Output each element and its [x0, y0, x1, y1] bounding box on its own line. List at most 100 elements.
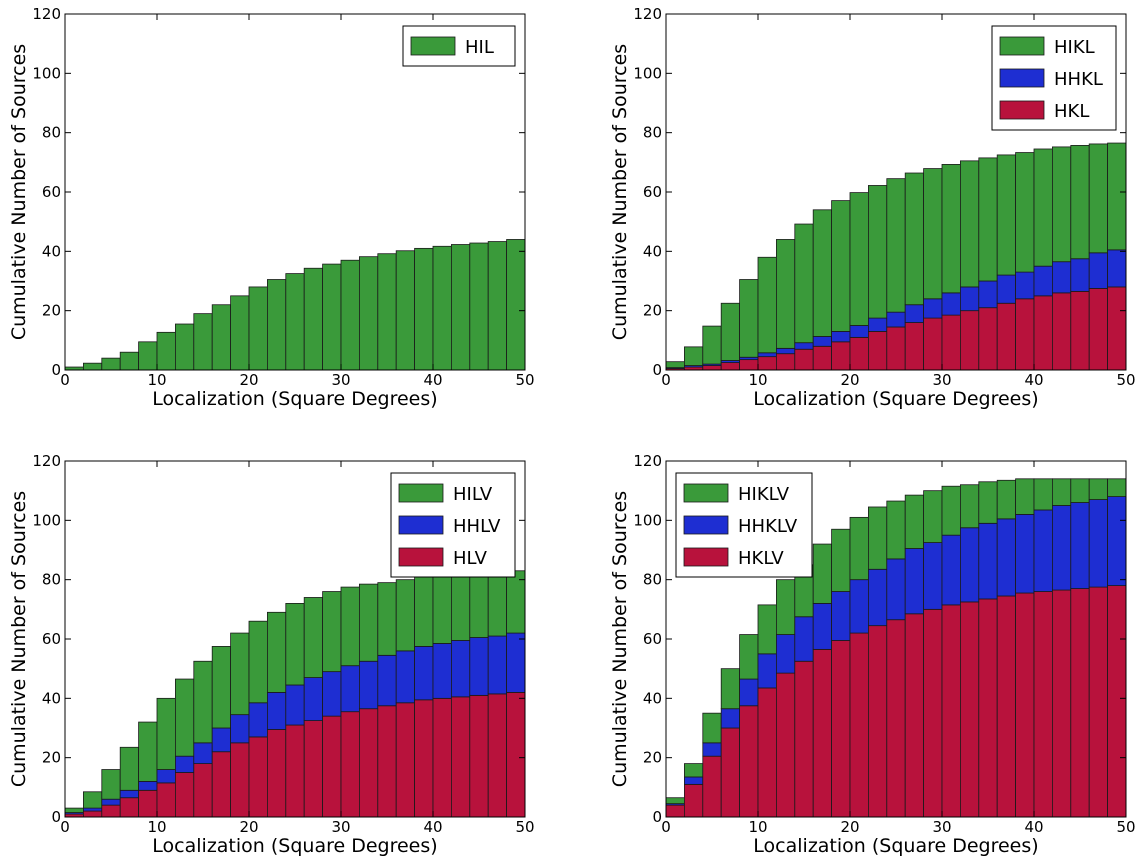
bar-hklv-4	[739, 705, 759, 818]
bar-hhklv-13	[904, 548, 925, 615]
y-tick-label: 40	[42, 689, 61, 707]
bar-hlv-2	[101, 804, 121, 818]
legend-swatch-hlv	[398, 547, 444, 567]
bar-hilv-12	[285, 603, 305, 686]
bar-hhlv-19	[414, 646, 434, 701]
bar-hiklv-17	[978, 481, 998, 524]
bar-hiklv-23	[1088, 478, 1108, 500]
chart-panel-4: 0 20 40 60 80 100 120 0 10 20 30 40 50 Localization (…	[609, 452, 1136, 857]
bar-hhklv-8	[812, 603, 833, 650]
bar-hilv-21	[450, 573, 471, 641]
bar-hilv-14	[322, 591, 342, 673]
y-tick-label: 20	[643, 749, 662, 767]
bar-hil-3	[119, 351, 139, 371]
bar-hkl-23	[1088, 288, 1108, 371]
bar-hiklv-5	[757, 604, 777, 655]
bar-hikl-15	[941, 164, 961, 294]
x-tick-label: 40	[1024, 818, 1043, 836]
bar-hikl-4	[739, 279, 759, 358]
legend-swatch-hilv	[398, 483, 444, 503]
bar-hil-19	[414, 247, 434, 371]
legend-label-hklv: HKLV	[738, 548, 784, 569]
x-tick-label: 0	[60, 818, 70, 836]
bar-hikl-16	[960, 160, 980, 288]
y-axis-title: Cumulative Number of Sources	[609, 44, 631, 340]
bar-hhklv-1	[684, 776, 704, 785]
bar-hiklv-14	[923, 490, 943, 543]
y-tick-label: 80	[643, 124, 662, 142]
bar-hil-12	[285, 273, 305, 371]
y-tick-label: 20	[42, 749, 61, 767]
bar-hilv-8	[211, 646, 231, 729]
bar-hiklv-22	[1070, 478, 1090, 503]
bar-hikl-23	[1088, 143, 1108, 254]
bar-hilv-23	[487, 571, 508, 637]
bar-hhkl-21	[1052, 261, 1072, 294]
bar-hklv-19	[1015, 592, 1035, 818]
y-tick-label: 80	[42, 124, 61, 142]
bar-hhklv-14	[923, 542, 943, 610]
bar-hkl-16	[960, 310, 980, 371]
bar-hilv-4	[138, 721, 158, 782]
bar-hiklv-16	[960, 484, 980, 529]
bar-hil-17	[377, 253, 397, 371]
bar-hlv-9	[230, 742, 250, 818]
y-tick-label: 120	[633, 5, 662, 23]
x-tick-label: 40	[423, 371, 442, 389]
bar-hikl-20	[1033, 148, 1053, 267]
bar-hhlv-22	[469, 637, 489, 696]
bar-hikl-24	[1107, 142, 1127, 251]
bar-hikl-18	[996, 154, 1017, 276]
bar-hhlv-8	[211, 727, 231, 753]
bar-hhlv-17	[377, 654, 397, 707]
bar-hikl-0	[665, 361, 685, 369]
bar-hlv-20	[432, 697, 452, 818]
bar-hhkl-19	[1015, 271, 1035, 300]
bar-hil-14	[322, 263, 342, 371]
legend: HIKLV HHKLV HKLV	[675, 472, 813, 578]
bar-hil-4	[138, 341, 158, 371]
bar-hikl-14	[923, 168, 943, 300]
bar-hlv-10	[248, 736, 268, 818]
bar-hiklv-4	[739, 634, 759, 680]
y-tick-label: 0	[51, 808, 61, 826]
y-tick-label: 60	[643, 630, 662, 648]
bar-hlv-21	[450, 696, 471, 818]
bar-hlv-7	[193, 763, 213, 818]
bar-hhklv-2	[702, 742, 722, 757]
bar-hiklv-12	[886, 500, 906, 560]
bar-hilv-15	[340, 586, 360, 667]
bar-hhklv-22	[1070, 502, 1090, 589]
bar-hikl-11	[868, 185, 888, 319]
bar-hlv-16	[358, 708, 379, 818]
legend-swatch-hhlv	[398, 515, 444, 535]
x-tick-label: 40	[1024, 371, 1043, 389]
bar-hkl-17	[978, 307, 998, 371]
bar-hhklv-15	[941, 534, 961, 606]
bar-hhkl-10	[849, 325, 869, 338]
bar-hhlv-1	[83, 807, 103, 812]
bar-hkl-8	[812, 345, 833, 371]
bar-hiklv-10	[849, 516, 869, 581]
bar-hilv-3	[119, 746, 139, 791]
bar-hkl-12	[886, 326, 906, 371]
bar-hilv-1	[83, 791, 103, 809]
bar-hlv-17	[377, 705, 397, 818]
bar-hilv-0	[64, 807, 84, 813]
bar-hklv-22	[1070, 588, 1090, 818]
bar-hhklv-9	[831, 591, 851, 641]
bar-hklv-11	[868, 625, 888, 818]
bar-hikl-6	[776, 239, 796, 349]
bar-hkl-4	[739, 359, 759, 371]
y-tick-label: 120	[32, 5, 61, 23]
bar-hiklv-6	[776, 579, 796, 635]
y-tick-label: 20	[42, 302, 61, 320]
bar-hilv-17	[377, 582, 397, 656]
bar-hhlv-15	[340, 665, 360, 713]
bar-hlv-4	[138, 789, 158, 818]
bar-hhkl-15	[941, 292, 961, 316]
legend-label-hilv: HILV	[453, 484, 493, 505]
x-tick-label: 10	[748, 371, 767, 389]
bar-hiklv-15	[941, 485, 961, 536]
bar-hklv-2	[702, 755, 722, 818]
